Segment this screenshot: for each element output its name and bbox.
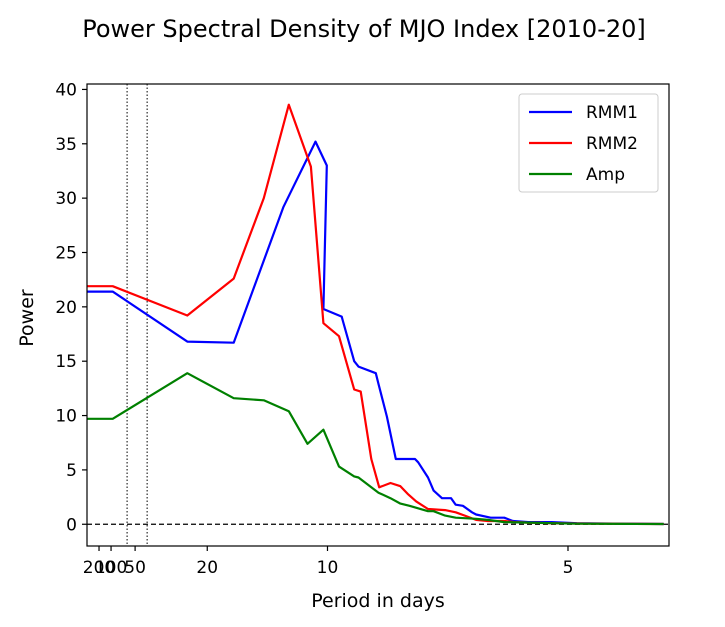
y-tick-label: 20 bbox=[55, 298, 77, 318]
x-tick-label: 10 bbox=[317, 558, 339, 578]
y-tick-label: 10 bbox=[55, 407, 77, 427]
legend-label-rmm2: RMM2 bbox=[586, 134, 638, 154]
x-tick-label: 5 bbox=[563, 558, 574, 578]
axes-frame bbox=[86, 83, 670, 547]
y-tick-label: 40 bbox=[55, 80, 77, 100]
y-tick-label: 5 bbox=[66, 461, 77, 481]
x-tick-label: 200 bbox=[83, 558, 115, 578]
x-axis-label: Period in days bbox=[311, 590, 445, 612]
legend: RMM1 RMM2 Amp bbox=[518, 93, 659, 193]
legend-label-rmm1: RMM1 bbox=[586, 103, 638, 123]
y-tick-label: 0 bbox=[66, 515, 77, 535]
legend-label-amp: Amp bbox=[586, 165, 625, 185]
x-tick-label: 100 bbox=[95, 558, 127, 578]
series-line-amp bbox=[87, 372, 664, 526]
series-line-rmm1 bbox=[87, 140, 664, 526]
x-tick-label: 20 bbox=[196, 558, 218, 578]
y-tick-label: 35 bbox=[55, 135, 77, 155]
y-tick-label: 25 bbox=[55, 243, 77, 263]
x-tick-label: 50 bbox=[124, 558, 146, 578]
chart-title: Power Spectral Density of MJO Index [201… bbox=[82, 15, 646, 43]
y-axis-label: Power bbox=[16, 289, 38, 347]
series-lines bbox=[87, 103, 664, 526]
legend-box bbox=[518, 93, 659, 193]
y-tick-label: 30 bbox=[55, 189, 77, 209]
y-tick-label: 15 bbox=[55, 352, 77, 372]
